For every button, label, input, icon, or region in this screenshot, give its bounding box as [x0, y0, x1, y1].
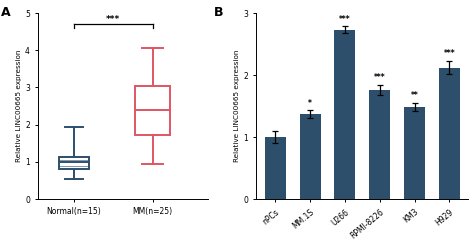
Bar — [300, 114, 320, 199]
Bar — [439, 68, 460, 199]
Bar — [135, 86, 171, 135]
Y-axis label: Relative LINC00665 expression: Relative LINC00665 expression — [234, 50, 240, 162]
Bar — [59, 157, 89, 169]
Text: *: * — [308, 99, 312, 108]
Text: B: B — [214, 6, 223, 19]
Text: ***: *** — [339, 15, 351, 24]
Bar — [404, 107, 425, 199]
Text: ***: *** — [106, 15, 120, 24]
Bar — [369, 90, 390, 199]
Bar — [265, 137, 286, 199]
Text: A: A — [1, 6, 10, 19]
Text: ***: *** — [374, 73, 385, 82]
Text: **: ** — [410, 91, 419, 100]
Bar — [335, 30, 356, 199]
Y-axis label: Relative LINC00665 expression: Relative LINC00665 expression — [16, 50, 22, 162]
Text: ***: *** — [444, 49, 455, 58]
